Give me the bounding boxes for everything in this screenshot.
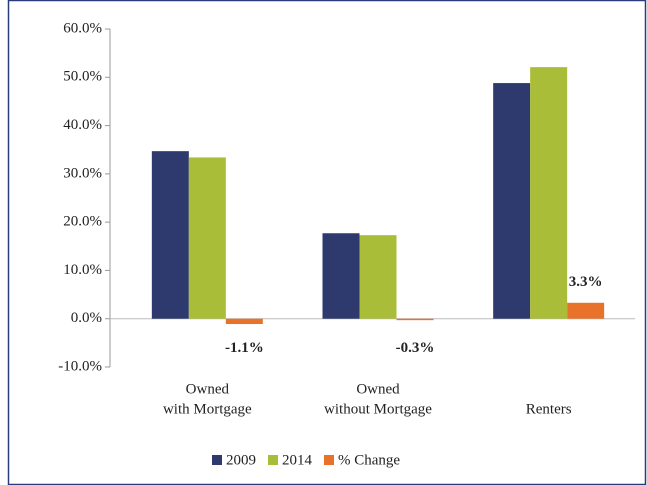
bar [188,157,226,319]
y-tick-label: 10.0% [63,262,102,278]
bar [396,318,434,321]
legend-label: 2014 [282,452,313,468]
x-tick-label: Owned [186,381,230,397]
bar [151,151,189,319]
y-tick-label: 60.0% [63,20,102,36]
bar [225,318,263,325]
data-label: -1.1% [225,340,264,356]
x-tick-label: without Mortgage [324,401,432,417]
bar [567,302,605,319]
y-tick-label: 30.0% [63,165,102,181]
y-tick-label: 20.0% [63,214,102,230]
y-tick-label: 50.0% [63,69,102,85]
legend-swatch [268,455,278,465]
bar [322,233,360,319]
data-label: -0.3% [396,340,435,356]
legend-label: 2009 [226,452,256,468]
y-tick-label: 40.0% [63,117,102,133]
legend-swatch [324,455,334,465]
x-tick-label: Owned [356,381,400,397]
data-label: 3.3% [569,274,603,290]
bar [493,83,531,319]
bar [530,67,568,319]
legend-swatch [212,455,222,465]
y-tick-label: 0.0% [71,310,102,326]
x-tick-label: with Mortgage [163,401,252,417]
x-tick-label: Renters [526,401,572,417]
legend-label: % Change [338,452,400,468]
y-tick-label: -10.0% [58,358,102,374]
bar [359,235,397,319]
